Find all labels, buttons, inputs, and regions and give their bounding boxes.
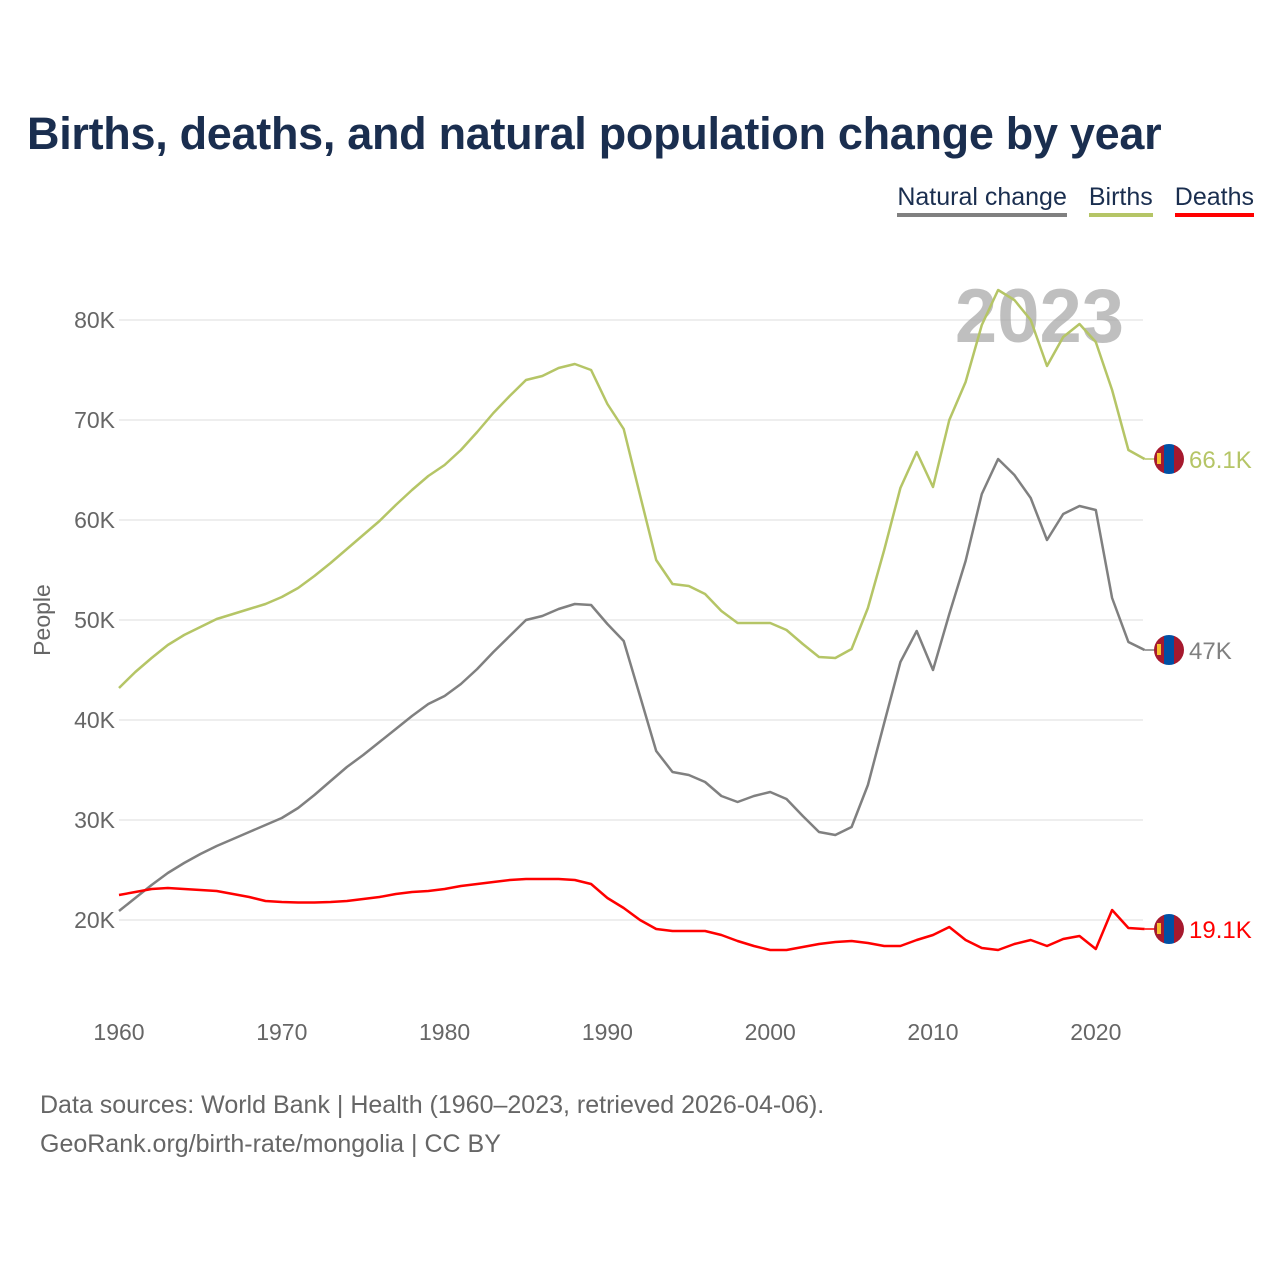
end-value-label: 19.1K	[1189, 917, 1252, 944]
x-tick-label: 1980	[419, 1019, 470, 1045]
legend-natural-change[interactable]: Natural change	[897, 183, 1067, 217]
x-tick-label: 2020	[1070, 1019, 1121, 1045]
legend-deaths[interactable]: Deaths	[1174, 183, 1254, 217]
footer: Data sources: World Bank | Health (1960–…	[40, 1086, 824, 1164]
y-tick-label: 70K	[74, 407, 116, 433]
mongolia-flag-icon	[1154, 444, 1184, 474]
y-axis-label: People	[29, 584, 55, 656]
x-tick-label: 1960	[93, 1019, 144, 1045]
y-tick-label: 80K	[74, 307, 116, 333]
x-tick-label: 1970	[256, 1019, 307, 1045]
mongolia-flag-icon	[1154, 914, 1184, 944]
y-tick-label: 60K	[74, 507, 116, 533]
series-line-natural-change[interactable]	[118, 457, 1146, 912]
y-tick-label: 40K	[74, 707, 116, 733]
chart-title: Births, deaths, and natural population c…	[27, 108, 1162, 159]
legend: Natural change Births Deaths	[897, 183, 1254, 217]
y-tick-label: 50K	[74, 607, 116, 633]
legend-births[interactable]: Births	[1088, 183, 1153, 217]
mongolia-flag-icon	[1154, 635, 1184, 665]
series-line-deaths[interactable]	[118, 877, 1145, 952]
series-line-births[interactable]	[118, 288, 1146, 689]
y-tick-label: 20K	[74, 907, 116, 933]
end-value-label: 66.1K	[1189, 447, 1252, 474]
y-tick-label: 30K	[74, 807, 116, 833]
attribution-link[interactable]: GeoRank.org/birth-rate/mongolia | CC BY	[40, 1130, 501, 1158]
data-source: Data sources: World Bank | Health (1960–…	[40, 1091, 825, 1119]
x-tick-label: 2000	[745, 1019, 796, 1045]
x-tick-label: 2010	[907, 1019, 958, 1045]
end-value-label: 47K	[1189, 638, 1232, 665]
x-tick-label: 1990	[582, 1019, 633, 1045]
